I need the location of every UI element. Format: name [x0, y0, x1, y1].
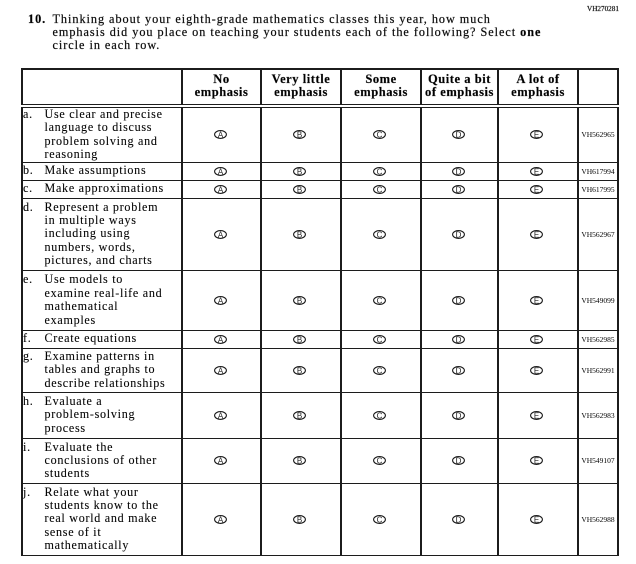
svg-text:B: B [297, 515, 302, 524]
svg-text:E: E [534, 515, 539, 524]
svg-text:B: B [297, 335, 302, 344]
svg-text:B: B [297, 457, 302, 466]
svg-text:E: E [534, 366, 539, 375]
svg-text:E: E [534, 411, 539, 420]
svg-text:B: B [297, 131, 302, 140]
svg-text:A: A [217, 366, 223, 375]
svg-text:D: D [455, 366, 461, 375]
svg-text:E: E [534, 185, 539, 194]
svg-text:B: B [297, 296, 302, 305]
svg-text:E: E [534, 296, 539, 305]
svg-text:D: D [455, 296, 461, 305]
svg-text:D: D [455, 515, 461, 524]
svg-text:A: A [217, 167, 223, 176]
svg-text:C: C [377, 296, 383, 305]
svg-text:C: C [377, 335, 383, 344]
svg-text:D: D [455, 230, 461, 239]
svg-text:E: E [534, 230, 539, 239]
svg-text:D: D [455, 457, 461, 466]
svg-text:C: C [377, 411, 383, 420]
svg-text:D: D [455, 185, 461, 194]
svg-text:A: A [217, 411, 223, 420]
svg-text:A: A [217, 185, 223, 194]
svg-text:E: E [534, 131, 539, 140]
svg-text:C: C [377, 515, 383, 524]
svg-text:D: D [455, 131, 461, 140]
svg-text:E: E [534, 167, 539, 176]
svg-text:C: C [377, 366, 383, 375]
svg-text:A: A [217, 230, 223, 239]
svg-text:A: A [217, 457, 223, 466]
svg-text:A: A [217, 515, 223, 524]
svg-text:C: C [377, 131, 383, 140]
svg-text:C: C [377, 230, 383, 239]
svg-text:B: B [297, 185, 302, 194]
svg-text:A: A [217, 296, 223, 305]
svg-text:D: D [455, 167, 461, 176]
svg-text:B: B [297, 411, 302, 420]
svg-text:C: C [377, 457, 383, 466]
svg-text:E: E [534, 335, 539, 344]
svg-text:C: C [377, 167, 383, 176]
svg-text:D: D [455, 411, 461, 420]
svg-text:A: A [217, 335, 223, 344]
svg-text:A: A [217, 131, 223, 140]
svg-text:C: C [377, 185, 383, 194]
svg-text:B: B [297, 366, 302, 375]
svg-text:D: D [455, 335, 461, 344]
svg-text:E: E [534, 457, 539, 466]
svg-text:B: B [297, 230, 302, 239]
svg-text:B: B [297, 167, 302, 176]
